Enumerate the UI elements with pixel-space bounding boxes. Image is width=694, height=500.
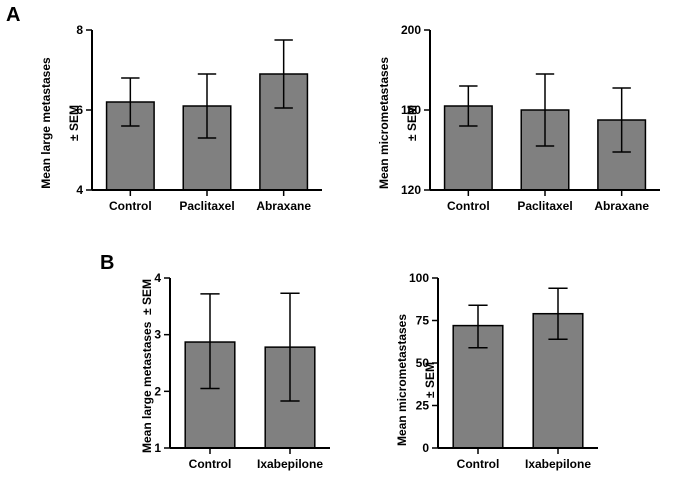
chart-b-right: Mean micrometastases ± SEM 0255075100Con… — [398, 270, 628, 495]
svg-text:Ixabepilone: Ixabepilone — [257, 457, 323, 471]
chart-b-left-ylabel: Mean large metastases ± SEM — [126, 271, 168, 481]
svg-text:Abraxane: Abraxane — [256, 199, 311, 213]
svg-text:Paclitaxel: Paclitaxel — [517, 199, 572, 213]
ylabel-line2: ± SEM — [423, 362, 437, 398]
panel-a-label: A — [6, 4, 20, 27]
ylabel-line1: Mean large metastases ± SEM — [140, 279, 154, 453]
ylabel-line2: ± SEM — [405, 105, 419, 141]
svg-text:Ixabepilone: Ixabepilone — [525, 457, 591, 471]
chart-a-right: Mean micrometastases ± SEM 120160200Cont… — [380, 22, 680, 232]
figure-page: A B Mean large metastases ± SEM 468Contr… — [0, 0, 694, 500]
ylabel-line1: Mean micrometastases — [377, 57, 391, 189]
svg-text:Paclitaxel: Paclitaxel — [179, 199, 234, 213]
panel-b-label: B — [100, 252, 114, 275]
svg-text:100: 100 — [409, 271, 429, 285]
chart-a-left-ylabel: Mean large metastases ± SEM — [25, 33, 95, 233]
ylabel-line1: Mean micrometastases — [395, 314, 409, 446]
chart-a-left: Mean large metastases ± SEM 468ControlPa… — [50, 22, 340, 232]
chart-b-left: Mean large metastases ± SEM 1234ControlI… — [138, 270, 368, 495]
chart-b-right-ylabel: Mean micrometastases ± SEM — [381, 290, 451, 490]
svg-text:Abraxane: Abraxane — [594, 199, 649, 213]
chart-a-right-ylabel: Mean micrometastases ± SEM — [363, 33, 433, 233]
svg-text:Control: Control — [109, 199, 152, 213]
svg-text:Control: Control — [189, 457, 232, 471]
ylabel-line2: ± SEM — [67, 105, 81, 141]
svg-text:Control: Control — [457, 457, 500, 471]
svg-text:Control: Control — [447, 199, 490, 213]
ylabel-line1: Mean large metastases — [39, 57, 53, 188]
chart-b-left-svg: 1234ControlIxabepilone — [138, 270, 368, 495]
